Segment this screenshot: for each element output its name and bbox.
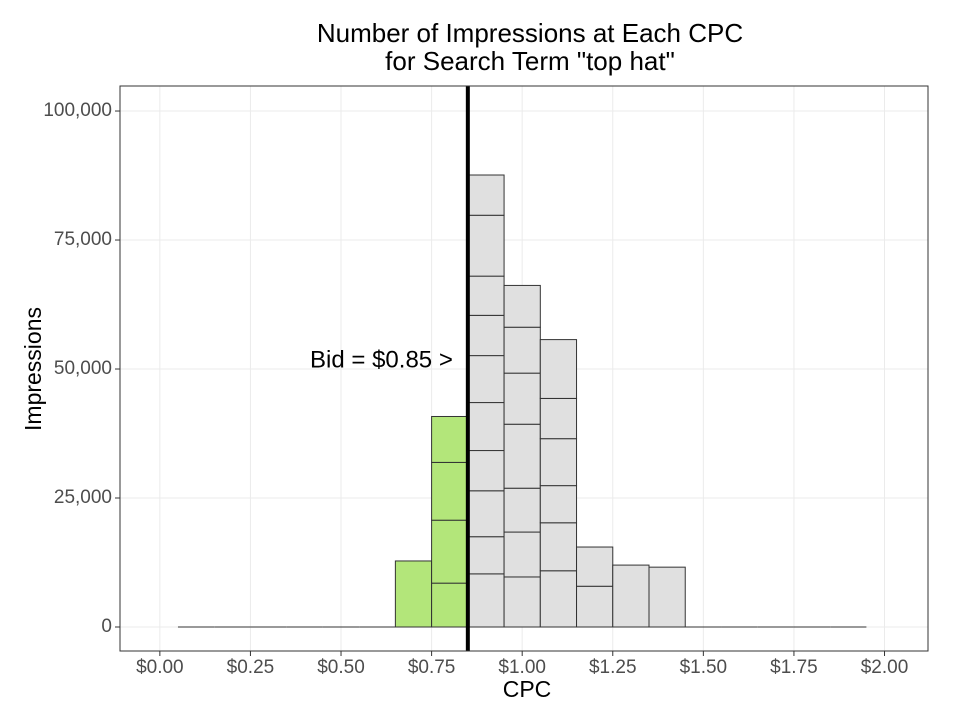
bar-segment	[503, 531, 541, 578]
chart-subtitle: for Search Term "top hat"	[385, 46, 675, 76]
bar-segment	[467, 450, 505, 492]
bar-segment	[467, 490, 505, 538]
bid-annotation: Bid = $0.85 >	[310, 346, 453, 373]
bar-segment	[503, 284, 541, 328]
bar-segment	[467, 402, 505, 452]
bar-segment	[539, 438, 578, 487]
x-tick-label: $1.25	[589, 657, 637, 678]
bar-segment	[576, 546, 614, 587]
bar-segment	[576, 585, 614, 628]
y-tick-label: 100,000	[43, 100, 112, 121]
bar-segment	[467, 214, 505, 277]
bar-segment	[539, 522, 578, 572]
bar-segment	[394, 560, 433, 628]
bar-segment	[503, 326, 541, 374]
bar-segment	[539, 339, 578, 399]
bar-segment	[467, 174, 505, 216]
bar-segment	[467, 536, 505, 575]
bar-segment	[539, 397, 578, 440]
x-tick-label: $0.25	[227, 657, 275, 678]
x-tick-label: $1.50	[680, 657, 728, 678]
bar-segment	[467, 355, 505, 404]
x-tick-label: $1.00	[498, 657, 546, 678]
x-tick-label: $1.75	[770, 657, 818, 678]
x-tick-label: $0.00	[136, 657, 184, 678]
bar-segment	[503, 423, 541, 489]
plot-border	[119, 85, 929, 652]
x-axis-title: CPC	[503, 676, 552, 702]
bar-segment	[503, 576, 541, 628]
y-tick-label: 0	[101, 616, 112, 637]
bar-segment	[431, 519, 469, 584]
bar-segment	[539, 570, 578, 628]
y-axis-title: Impressions	[20, 307, 46, 431]
bar-segment	[648, 566, 686, 628]
bar-segment	[612, 564, 650, 628]
bar-segment	[467, 275, 505, 316]
bar-segment	[431, 415, 469, 463]
y-tick-label: 75,000	[54, 229, 112, 250]
y-tick-label: 25,000	[54, 487, 112, 508]
bar-segment	[503, 372, 541, 425]
bar-segment	[467, 573, 505, 628]
bar-segment	[431, 582, 469, 628]
x-tick-label: $0.75	[408, 657, 456, 678]
chart-title: Number of Impressions at Each CPC	[317, 18, 743, 48]
bar-segment	[503, 487, 541, 533]
bar-segment	[467, 314, 505, 357]
bar-segment	[431, 461, 469, 521]
x-tick-label: $0.50	[317, 657, 365, 678]
x-tick-label: $2.00	[861, 657, 909, 678]
y-tick-label: 50,000	[54, 358, 112, 379]
bar-segment	[539, 485, 578, 524]
